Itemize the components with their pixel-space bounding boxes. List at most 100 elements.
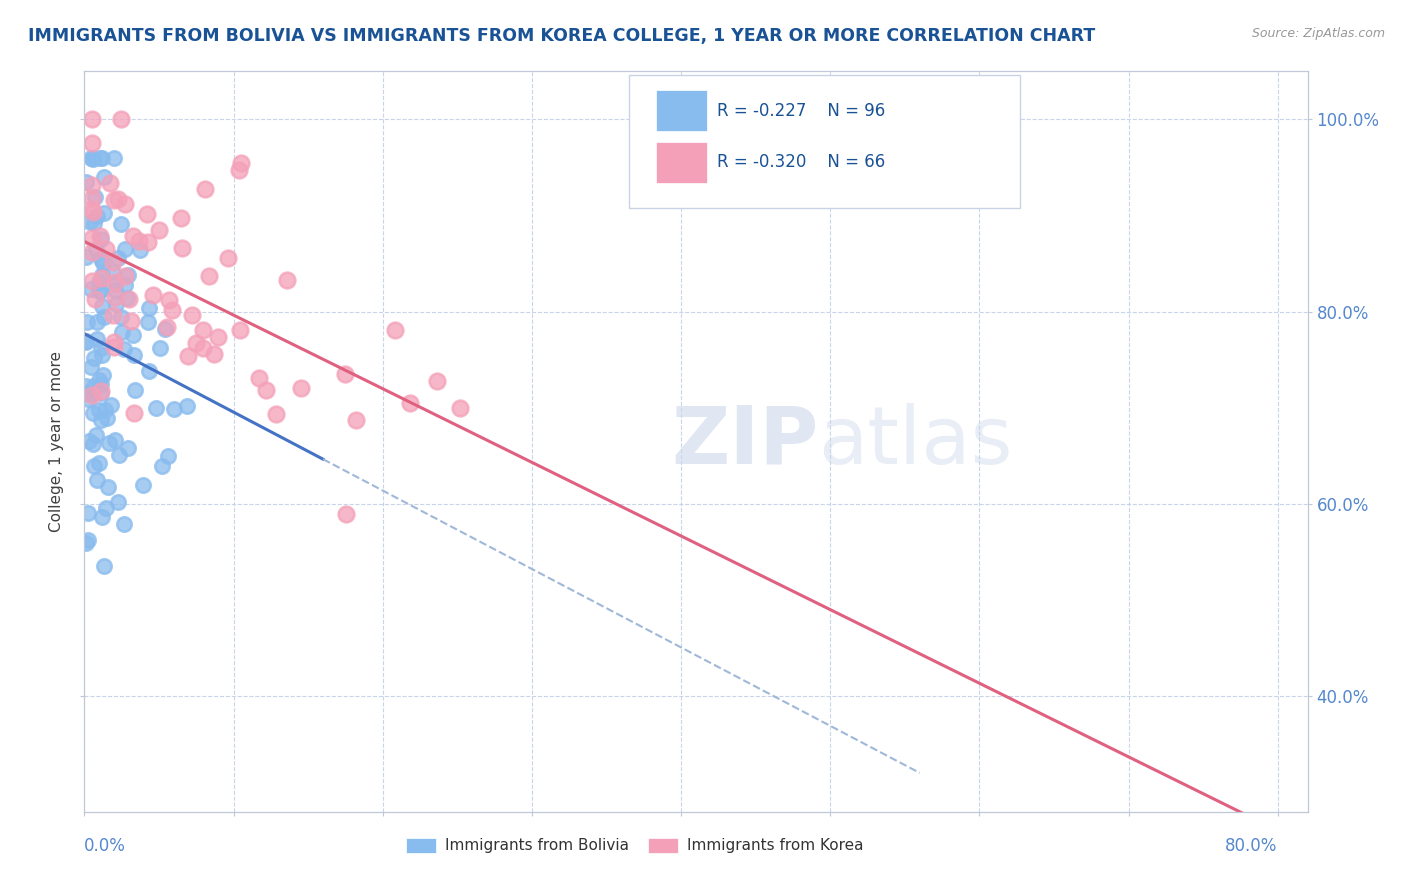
Point (83, 216, 105, 230)
Point (344, 412, 367, 426)
Point (83, 351, 105, 366)
Text: R = -0.227    N = 96: R = -0.227 N = 96 (717, 102, 884, 120)
Point (90, 341, 112, 355)
Point (82, 406, 104, 420)
Point (93, 206, 115, 220)
Point (80, 387, 103, 401)
Point (120, 313, 142, 327)
Point (90, 385, 112, 400)
Point (107, 252, 129, 266)
Point (80, 202, 103, 216)
Point (90, 348, 112, 362)
Point (89, 229, 111, 244)
Point (103, 340, 125, 354)
Point (117, 441, 139, 455)
Point (157, 293, 180, 307)
Text: IMMIGRANTS FROM BOLIVIA VS IMMIGRANTS FROM KOREA COLLEGE, 1 YEAR OR MORE CORRELA: IMMIGRANTS FROM BOLIVIA VS IMMIGRANTS FR… (28, 27, 1095, 45)
Point (117, 268, 139, 283)
Point (138, 364, 160, 378)
Point (104, 277, 127, 291)
Point (160, 303, 183, 318)
Point (75, 335, 97, 350)
Point (97, 480, 120, 494)
Point (110, 217, 132, 231)
Point (96, 410, 118, 425)
Point (136, 207, 159, 221)
Point (176, 400, 198, 414)
Point (93, 310, 115, 324)
Point (87, 456, 110, 470)
Point (100, 398, 122, 412)
Point (87, 275, 110, 289)
Point (82, 151, 104, 165)
Point (101, 265, 124, 279)
Point (111, 325, 134, 339)
Point (107, 192, 129, 206)
Point (90, 510, 112, 524)
Point (89, 374, 111, 388)
FancyBboxPatch shape (655, 90, 707, 131)
Point (122, 348, 145, 362)
Point (384, 323, 406, 337)
Point (177, 349, 200, 363)
Point (80, 112, 103, 127)
Point (80, 388, 103, 402)
Point (136, 315, 159, 329)
Text: atlas: atlas (818, 402, 1012, 481)
Point (335, 507, 357, 521)
Point (75, 379, 97, 393)
Point (247, 371, 270, 385)
Point (103, 434, 125, 448)
Point (148, 223, 170, 237)
Point (75, 334, 97, 348)
Point (112, 517, 135, 532)
Point (170, 211, 193, 225)
Point (114, 268, 136, 283)
Point (101, 308, 124, 322)
Point (129, 243, 152, 257)
Point (89, 284, 111, 298)
Point (89, 232, 111, 246)
Point (82, 231, 104, 245)
Point (96, 242, 118, 256)
Point (90, 270, 112, 285)
Point (156, 320, 179, 334)
Point (107, 495, 129, 509)
Point (138, 301, 160, 315)
Point (163, 401, 186, 416)
Point (77, 392, 100, 406)
Point (77, 434, 100, 448)
Point (104, 283, 127, 297)
Point (79, 360, 101, 375)
Point (101, 254, 124, 268)
Point (79, 215, 101, 229)
Point (426, 374, 449, 388)
Point (76, 315, 98, 329)
Point (184, 336, 207, 351)
Point (122, 406, 145, 420)
Point (148, 341, 170, 355)
Point (118, 292, 141, 306)
Point (84, 427, 107, 442)
Text: Source: ZipAtlas.com: Source: ZipAtlas.com (1251, 27, 1385, 40)
Point (87, 402, 110, 417)
Point (90, 384, 112, 398)
Point (86, 332, 108, 346)
Point (156, 449, 179, 463)
Point (108, 448, 131, 462)
Text: ZIP: ZIP (671, 402, 818, 481)
Point (84, 242, 107, 256)
Point (217, 251, 239, 265)
Point (80, 282, 103, 296)
Point (103, 151, 125, 165)
Point (90, 252, 112, 266)
Point (77, 533, 100, 547)
Point (145, 401, 167, 415)
Text: 0.0%: 0.0% (84, 837, 127, 855)
Point (110, 310, 132, 324)
Point (104, 290, 127, 304)
Point (82, 152, 104, 166)
Point (150, 459, 173, 474)
Point (103, 193, 125, 207)
Point (80, 151, 103, 165)
